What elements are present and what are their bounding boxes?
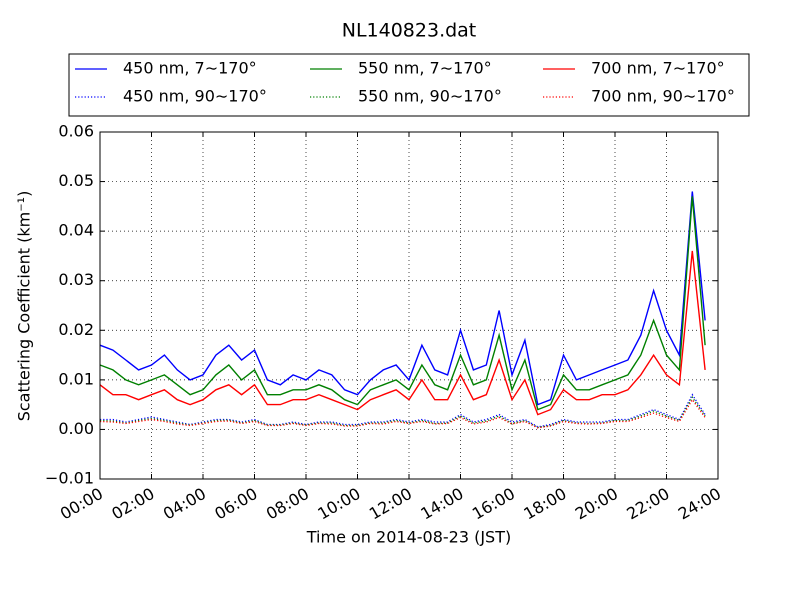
series-line — [99, 196, 706, 411]
x-tick-label: 06:00 — [211, 484, 260, 524]
y-tick-label: 0.03 — [58, 270, 94, 289]
x-tick-label: 04:00 — [160, 484, 209, 524]
x-tick-label: 08:00 — [263, 484, 312, 524]
legend-label: 700 nm, 90∼170° — [591, 87, 735, 106]
series-line — [99, 395, 706, 429]
y-tick-label: 0.02 — [58, 320, 94, 339]
x-tick-label: 14:00 — [417, 484, 466, 524]
x-tick-label: 02:00 — [108, 484, 157, 524]
x-tick-label: 10:00 — [314, 484, 363, 524]
legend-label: 450 nm, 7∼170° — [123, 59, 257, 78]
y-tick-label: −0.01 — [45, 469, 94, 488]
y-axis-label: Scattering Coefficient (km⁻¹) — [15, 191, 34, 422]
legend-label: 550 nm, 90∼170° — [358, 87, 502, 106]
plot-frame — [99, 131, 719, 480]
legend-label: 550 nm, 7∼170° — [358, 59, 492, 78]
x-tick-label: 16:00 — [469, 484, 518, 524]
chart-title: NL140823.dat — [342, 20, 477, 42]
x-tick-label: 22:00 — [623, 484, 672, 524]
y-tick-label: 0.06 — [58, 122, 94, 141]
y-tick-label: 0.01 — [58, 369, 94, 388]
legend-box — [68, 53, 750, 117]
series-line — [99, 398, 706, 429]
legend-label: 700 nm, 7∼170° — [591, 59, 725, 78]
x-tick-label: 12:00 — [366, 484, 415, 524]
series-line — [99, 250, 706, 416]
y-tick-label: 0.00 — [58, 419, 94, 438]
x-tick-label: 18:00 — [520, 484, 569, 524]
series-line — [100, 393, 706, 428]
legend-label: 450 nm, 90∼170° — [123, 87, 267, 106]
series-line — [99, 191, 706, 406]
x-tick-label: 20:00 — [572, 484, 621, 524]
x-tick-label: 24:00 — [675, 484, 724, 524]
y-tick-label: 0.05 — [58, 171, 94, 190]
x-tick-label: 00:00 — [57, 484, 106, 524]
y-tick-label: 0.04 — [58, 221, 94, 240]
x-axis-label: Time on 2014-08-23 (JST) — [306, 528, 511, 547]
